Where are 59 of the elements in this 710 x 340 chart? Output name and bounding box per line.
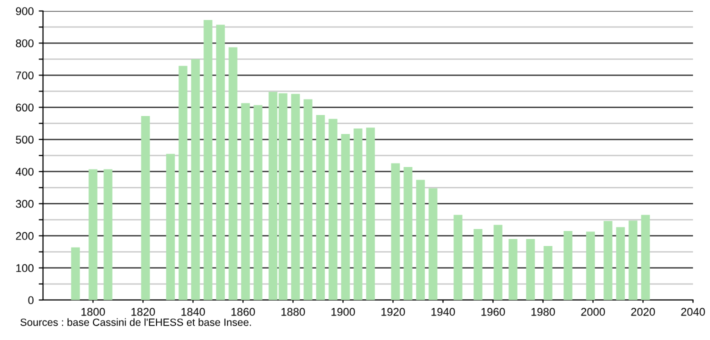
y-tick-label: 100	[16, 264, 34, 272]
bar	[228, 47, 238, 300]
x-tick-label: 1880	[281, 308, 305, 316]
bar	[204, 20, 212, 300]
bar	[586, 232, 595, 300]
bar	[544, 246, 552, 300]
x-tick-label: 1860	[231, 308, 255, 316]
bar	[366, 128, 375, 300]
x-tick-label: 1940	[431, 308, 455, 316]
bar	[508, 238, 518, 300]
x-tick-label: 2040	[681, 308, 705, 316]
bar	[494, 224, 502, 300]
bar	[178, 66, 188, 300]
bar	[404, 167, 412, 300]
y-tick-label: 400	[16, 168, 34, 176]
bar	[191, 59, 200, 300]
x-tick-label: 1900	[331, 308, 355, 316]
bar	[604, 221, 612, 300]
y-tick-label: 200	[16, 232, 34, 240]
bar	[241, 103, 250, 300]
bar	[416, 180, 425, 300]
bar	[564, 230, 572, 300]
bar	[341, 134, 350, 300]
bar	[641, 214, 650, 300]
bar	[474, 229, 482, 300]
x-tick-label: 2020	[631, 308, 655, 316]
bar	[291, 94, 300, 300]
bar	[328, 118, 338, 300]
bar	[316, 115, 325, 300]
bar	[166, 154, 175, 300]
y-tick-label: 0	[28, 296, 34, 304]
bar	[616, 227, 625, 300]
y-tick-label: 500	[16, 136, 34, 144]
y-tick-label: 900	[16, 7, 34, 16]
bar	[141, 116, 150, 300]
bar	[71, 247, 80, 300]
bar	[428, 188, 438, 300]
y-tick-label: 700	[16, 71, 34, 80]
y-tick-label: 300	[16, 200, 34, 208]
bar	[454, 214, 462, 300]
bar	[104, 169, 112, 300]
source-note: Sources : base Cassini de l'EHESS et base Insee.	[20, 318, 251, 326]
bar	[88, 169, 98, 300]
x-tick-label: 1920	[381, 308, 405, 316]
x-tick-label: 1800	[81, 308, 105, 316]
y-tick-label: 800	[16, 39, 34, 48]
x-tick-label: 1980	[531, 308, 555, 316]
x-tick-label: 1820	[131, 308, 155, 316]
y-tick-label: 600	[16, 104, 34, 112]
bar	[354, 128, 362, 300]
x-tick-label: 1840	[181, 308, 205, 316]
bar	[391, 163, 400, 300]
bar	[216, 24, 225, 300]
x-tick-label: 2000	[581, 308, 605, 316]
bar	[304, 99, 312, 300]
x-tick-label: 1960	[481, 308, 505, 316]
bar	[254, 105, 262, 300]
bar	[526, 238, 535, 300]
bar	[628, 220, 638, 300]
